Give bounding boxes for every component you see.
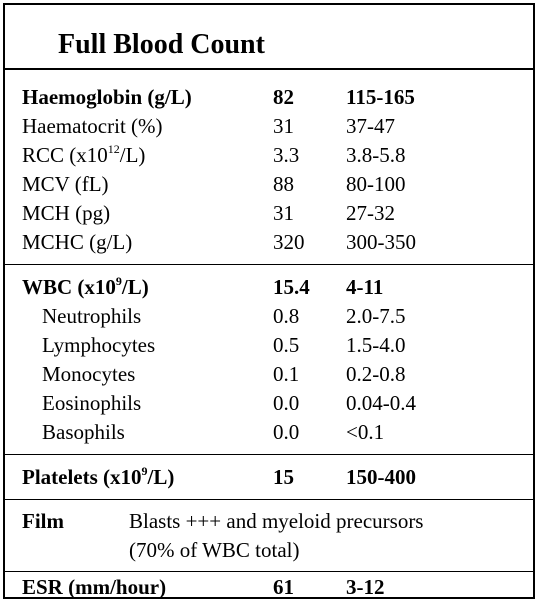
row-value: 0.0 [273, 391, 300, 415]
row-value: 15 [273, 465, 294, 489]
row-range: 150-400 [346, 465, 416, 489]
table-title: Full Blood Count [58, 29, 265, 60]
row-film-cont: (70% of WBC total) [5, 535, 533, 565]
row-neutrophils: Neutrophils 0.8 2.0-7.5 [5, 301, 533, 331]
row-haematocrit: Haematocrit (%) 31 37-47 [5, 111, 533, 141]
row-range: 2.0-7.5 [346, 304, 406, 328]
row-value: 88 [273, 172, 294, 196]
row-range: 0.04-0.4 [346, 391, 416, 415]
row-label: MCHC (g/L) [22, 230, 133, 254]
row-value: 3.3 [273, 143, 300, 167]
row-mcv: MCV (fL) 88 80-100 [5, 169, 533, 199]
section-divider [5, 454, 533, 455]
row-label: RCC (x1012/L) [22, 142, 146, 167]
row-value: 15.4 [273, 275, 310, 299]
row-value: 0.8 [273, 304, 300, 328]
row-value: 0.0 [273, 420, 300, 444]
row-label: MCV (fL) [22, 172, 109, 196]
film-label: Film [22, 509, 64, 533]
row-wbc: WBC (x109/L) 15.4 4-11 [5, 272, 533, 302]
row-mch: MCH (pg) 31 27-32 [5, 198, 533, 228]
row-monocytes: Monocytes 0.1 0.2-0.8 [5, 359, 533, 389]
row-value: 31 [273, 201, 294, 225]
row-label: Eosinophils [42, 391, 142, 415]
section-divider [5, 499, 533, 500]
row-label: Monocytes [42, 362, 136, 386]
row-range: 115-165 [346, 85, 415, 109]
row-label: Basophils [42, 420, 125, 444]
row-range: 37-47 [346, 114, 395, 138]
row-haemoglobin: Haemoglobin (g/L) 82 115-165 [5, 82, 533, 112]
row-label: Neutrophils [42, 304, 142, 328]
title-divider [5, 68, 533, 70]
row-mchc: MCHC (g/L) 320 300-350 [5, 227, 533, 257]
row-value: 0.1 [273, 362, 300, 386]
row-value: 31 [273, 114, 294, 138]
row-range: 80-100 [346, 172, 406, 196]
row-rcc: RCC (x1012/L) 3.3 3.8-5.8 [5, 140, 533, 170]
row-range: 4-11 [346, 275, 384, 299]
row-basophils: Basophils 0.0 <0.1 [5, 417, 533, 447]
row-film: Film Blasts +++ and myeloid precursors [5, 506, 533, 536]
row-label: ESR (mm/hour) [22, 575, 167, 599]
row-platelets: Platelets (x109/L) 15 150-400 [5, 462, 533, 492]
row-lymphocytes: Lymphocytes 0.5 1.5-4.0 [5, 330, 533, 360]
section-divider [5, 571, 533, 572]
row-range: 300-350 [346, 230, 416, 254]
row-value: 61 [273, 575, 294, 599]
row-range: <0.1 [346, 420, 385, 444]
row-value: 82 [273, 85, 294, 109]
row-label: MCH (pg) [22, 201, 111, 225]
full-blood-count-table: Full Blood Count Haemoglobin (g/L) 82 11… [3, 3, 535, 599]
row-eosinophils: Eosinophils 0.0 0.04-0.4 [5, 388, 533, 418]
film-text-line2: (70% of WBC total) [129, 538, 300, 562]
row-esr: ESR (mm/hour) 61 3-12 [5, 572, 533, 602]
row-range: 3.8-5.8 [346, 143, 406, 167]
row-label: Platelets (x109/L) [22, 464, 175, 489]
section-divider [5, 264, 533, 265]
row-range: 27-32 [346, 201, 395, 225]
row-value: 0.5 [273, 333, 300, 357]
film-text-line1: Blasts +++ and myeloid precursors [129, 509, 424, 533]
row-value: 320 [273, 230, 305, 254]
row-label: Haemoglobin (g/L) [22, 85, 192, 109]
row-range: 0.2-0.8 [346, 362, 406, 386]
row-label: Haematocrit (%) [22, 114, 163, 138]
row-label: Lymphocytes [42, 333, 156, 357]
row-range: 3-12 [346, 575, 385, 599]
row-label: WBC (x109/L) [22, 274, 149, 299]
row-range: 1.5-4.0 [346, 333, 406, 357]
